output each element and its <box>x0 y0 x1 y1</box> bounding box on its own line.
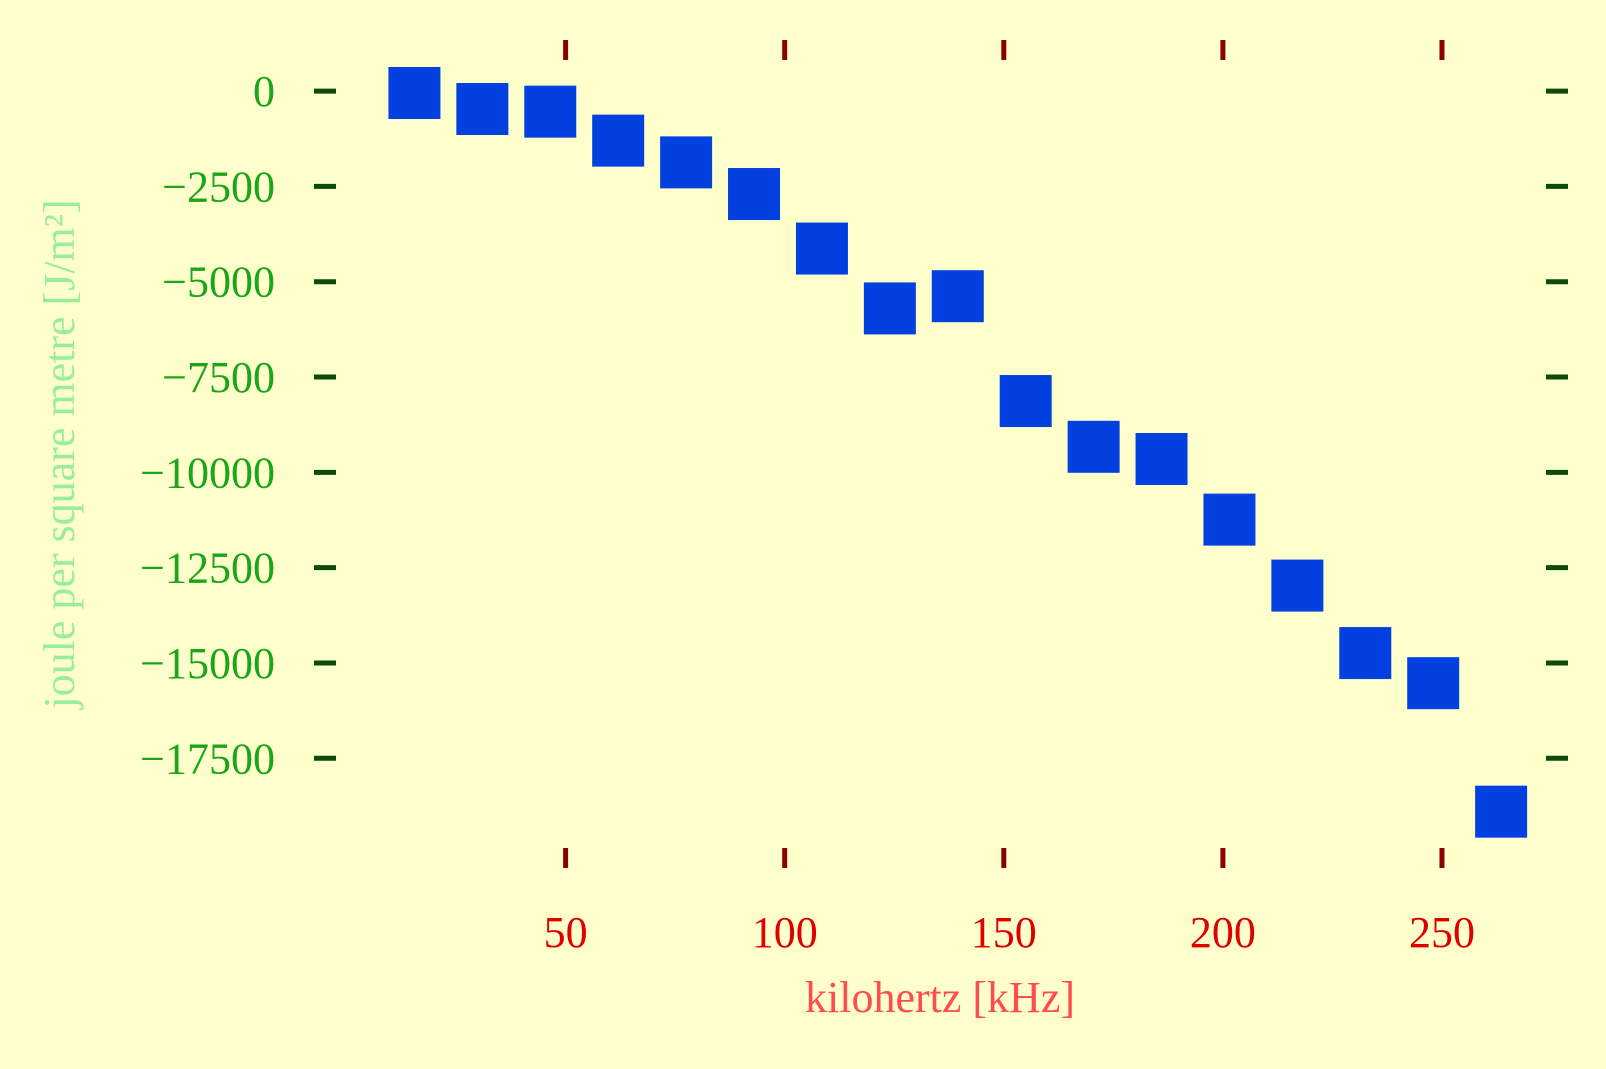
y-axis-tick-labels: 0 −2500 −5000 −7500 −10000 −12500 −15000 −17500 <box>140 67 275 783</box>
y-tick-label: −10000 <box>140 448 275 497</box>
data-point <box>1067 420 1120 473</box>
y-tick-label: 0 <box>253 67 275 116</box>
data-point <box>1339 627 1392 680</box>
y-tick-label: −17500 <box>140 734 275 783</box>
x-axis-ticks <box>563 40 1445 868</box>
data-point <box>388 66 441 119</box>
x-tick-label: 100 <box>752 908 818 957</box>
y-tick-label: −12500 <box>140 544 275 593</box>
data-point <box>795 222 848 275</box>
data-point <box>999 375 1052 428</box>
y-tick-label: −5000 <box>162 258 275 307</box>
data-point <box>1271 559 1324 612</box>
x-axis-tick-labels: 50 100 150 200 250 <box>544 908 1475 957</box>
y-axis-label: joule per square metre [J/m²] <box>35 199 84 710</box>
data-points <box>388 66 1528 838</box>
data-point <box>863 282 916 335</box>
x-tick-label: 150 <box>971 908 1037 957</box>
data-point <box>728 168 781 221</box>
data-point <box>931 270 984 323</box>
y-tick-label: −7500 <box>162 353 275 402</box>
data-point <box>1407 657 1460 710</box>
x-tick-label: 250 <box>1409 908 1475 957</box>
data-point <box>592 114 645 167</box>
data-point <box>1203 493 1256 546</box>
y-tick-label: −2500 <box>162 162 275 211</box>
data-point <box>1135 433 1188 486</box>
y-tick-label: −15000 <box>140 639 275 688</box>
data-point <box>1475 785 1528 838</box>
x-axis-label: kilohertz [kHz] <box>805 973 1075 1022</box>
x-tick-label: 50 <box>544 908 588 957</box>
data-point <box>660 136 713 189</box>
data-point <box>524 85 577 138</box>
y-axis-ticks <box>314 88 1568 761</box>
data-point <box>456 83 509 136</box>
x-tick-label: 200 <box>1190 908 1256 957</box>
